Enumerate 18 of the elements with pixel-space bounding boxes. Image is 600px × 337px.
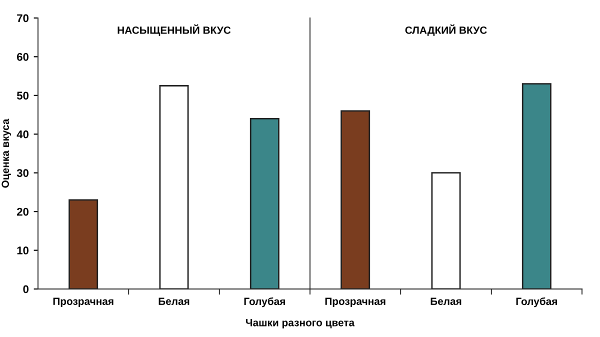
- y-tick-label: 30: [16, 169, 29, 178]
- y-tick-label: 40: [16, 130, 29, 138]
- x-tick-label: Голубая: [516, 297, 557, 308]
- y-tick-label: 0: [23, 285, 29, 294]
- y-axis-title: Оценка вкуса: [2, 118, 12, 188]
- y-tick-label: 60: [17, 52, 29, 61]
- y-tick-label: 20: [17, 208, 29, 216]
- x-tick-label: Прозрачная: [325, 298, 386, 308]
- x-tick-label: Прозрачная: [53, 298, 114, 308]
- x-tick-label: Белая: [158, 298, 190, 305]
- y-tick-label: 50: [16, 92, 29, 100]
- y-tick-label: 70: [17, 14, 29, 22]
- x-tick-label: Белая: [430, 298, 462, 305]
- text: НАСЫЩЕННЫЙ ВКУС: [118, 24, 231, 36]
- y-tick-label: 10: [17, 246, 29, 254]
- x-tick-label: Голубая: [244, 297, 285, 308]
- text: СЛАДКИЙ ВКУС: [405, 24, 487, 36]
- x-axis-title: Чашки разного цвета: [246, 319, 355, 328]
